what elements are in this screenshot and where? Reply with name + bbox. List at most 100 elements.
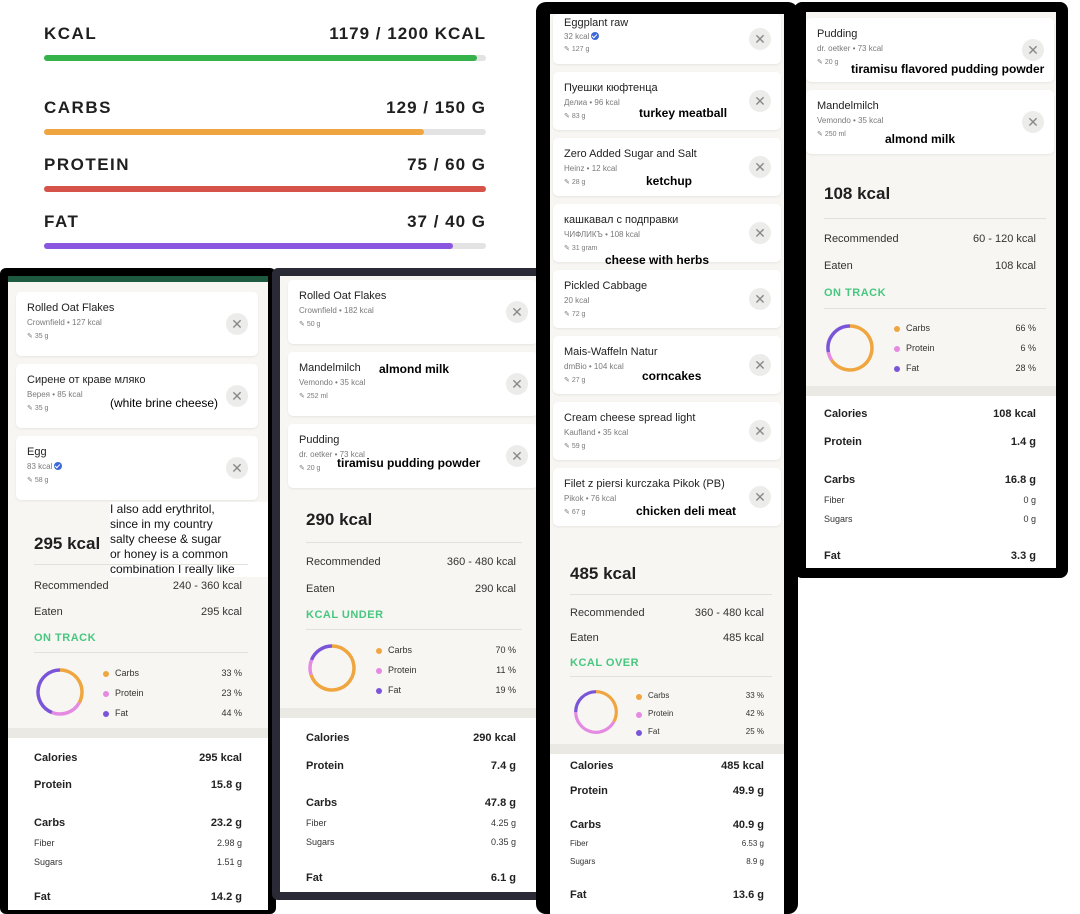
divider	[570, 676, 772, 677]
carbs-legend-dot	[103, 671, 109, 677]
section-separator	[8, 728, 268, 738]
food-brand-kcal: Vemondo • 35 kcal	[299, 378, 366, 387]
food-item[interactable]: Eggplant raw 32 kcal ✎ 127 g ✕	[553, 14, 781, 64]
eaten-label: Eaten	[34, 606, 63, 618]
food-name: Zero Added Sugar and Salt	[564, 148, 697, 160]
close-icon[interactable]: ✕	[506, 445, 528, 467]
legend-label: Carbs	[388, 645, 413, 655]
meal-total-kcal: 108 kcal	[824, 184, 891, 203]
eaten-value: 290 kcal	[475, 583, 516, 595]
food-item[interactable]: Egg 83 kcal ✎ 58 g ✕	[16, 436, 258, 500]
food-item[interactable]: Mandelmilch Vemondo • 35 kcal ✎ 250 ml ✕	[806, 90, 1054, 154]
food-brand-kcal: Kaufland • 35 kcal	[564, 428, 629, 437]
sugars-value: 0.35 g	[490, 837, 516, 847]
close-icon[interactable]: ✕	[749, 28, 771, 50]
progress-fill	[44, 55, 478, 61]
legend-label: Fat	[115, 708, 129, 718]
protein-value: 7.4 g	[490, 760, 516, 772]
protein-value: 15.8 g	[210, 779, 242, 791]
pencil-icon: ✎	[299, 321, 305, 328]
close-icon[interactable]: ✕	[749, 486, 771, 508]
carbs-value: 40.9 g	[732, 819, 764, 831]
nutrition-facts: Calories 108 kcal Protein 1.4 g Carbs 16…	[806, 396, 1056, 568]
calories-label: Calories	[824, 408, 868, 420]
calories-label: Calories	[34, 752, 78, 764]
fat-value: 13.6 g	[732, 889, 764, 901]
food-name: Egg	[27, 446, 47, 458]
fiber-label: Fiber	[306, 818, 327, 828]
food-item[interactable]: Pickled Cabbage 20 kcal ✎ 72 g ✕	[553, 270, 781, 328]
food-item[interactable]: Pudding dr. oetker • 73 kcal ✎ 20 g ✕	[288, 424, 538, 488]
food-item[interactable]: Пуешки кюфтенца Делиа • 96 kcal ✎ 83 g ✕	[553, 72, 781, 130]
fiber-label: Fiber	[34, 838, 55, 848]
summary-row-protein: PROTEIN 75 / 60 G	[44, 155, 486, 195]
calories-label: Calories	[570, 760, 614, 772]
food-item[interactable]: Zero Added Sugar and Salt Heinz • 12 kca…	[553, 138, 781, 196]
close-icon[interactable]: ✕	[749, 222, 771, 244]
food-brand-kcal: Делиа • 96 kcal	[564, 98, 620, 107]
donut-fat-segment	[309, 644, 333, 661]
progress-track	[44, 129, 486, 135]
annotation-note: (white brine cheese)	[110, 396, 219, 410]
food-name: Filet z piersi kurczaka Pikok (PB)	[564, 478, 725, 490]
food-item[interactable]: Сирене от краве мляко Верея • 85 kcal ✎ …	[16, 364, 258, 428]
close-icon[interactable]: ✕	[749, 288, 771, 310]
summary-value: 37 / 40 G	[407, 212, 486, 231]
close-icon[interactable]: ✕	[226, 313, 248, 335]
legend-percent: 33 %	[745, 691, 764, 700]
recommended-value: 240 - 360 kcal	[172, 580, 242, 592]
fiber-value: 0 g	[1023, 495, 1036, 505]
food-name: Rolled Oat Flakes	[299, 290, 387, 302]
close-icon[interactable]: ✕	[506, 373, 528, 395]
macro-donut-chart	[36, 668, 84, 716]
close-icon[interactable]: ✕	[1022, 111, 1044, 133]
food-name: Eggplant raw	[564, 17, 629, 29]
macro-donut-chart	[308, 644, 356, 692]
carbs-legend-dot	[376, 648, 382, 654]
close-icon[interactable]: ✕	[749, 90, 771, 112]
food-name: Mandelmilch	[817, 100, 879, 112]
divider	[824, 308, 1046, 309]
close-icon[interactable]: ✕	[506, 301, 528, 323]
food-name: Mandelmilch	[299, 362, 361, 374]
close-icon[interactable]: ✕	[749, 420, 771, 442]
food-item[interactable]: Rolled Oat Flakes Crownfield • 182 kcal …	[288, 280, 538, 344]
close-icon[interactable]: ✕	[226, 385, 248, 407]
food-item[interactable]: кашкавал с подправки ЧИФЛИКЪ • 108 kcal …	[553, 204, 781, 262]
food-portion: ✎ 250 ml	[817, 131, 846, 138]
fat-legend-dot	[103, 711, 109, 717]
macro-donut-chart	[826, 324, 874, 372]
food-name: Rolled Oat Flakes	[27, 302, 115, 314]
divider	[34, 652, 248, 653]
fiber-value: 6.53 g	[741, 839, 764, 848]
eaten-label: Eaten	[824, 260, 853, 272]
nutrition-facts: Calories 485 kcal Protein 49.9 g Carbs 4…	[550, 754, 784, 914]
food-item[interactable]: Cream cheese spread light Kaufland • 35 …	[553, 402, 781, 460]
donut-fat-segment	[36, 668, 61, 715]
food-brand-kcal: 20 kcal	[564, 296, 590, 305]
carbs-value: 16.8 g	[1004, 474, 1036, 486]
eaten-value: 108 kcal	[995, 260, 1036, 272]
summary-row-kcal: KCAL 1179 / 1200 KCAL	[44, 24, 486, 64]
protein-label: Protein	[824, 436, 862, 448]
food-brand-kcal: dr. oetker • 73 kcal	[817, 44, 883, 53]
food-item[interactable]: Pudding dr. oetker • 73 kcal ✎ 20 g ✕	[806, 18, 1054, 82]
close-icon[interactable]: ✕	[749, 354, 771, 376]
food-portion: ✎ 28 g	[564, 179, 586, 186]
annotation-note: almond milk	[885, 132, 956, 146]
food-item[interactable]: Filet z piersi kurczaka Pikok (PB) Pikok…	[553, 468, 781, 526]
donut-fat-segment	[574, 690, 597, 713]
close-icon[interactable]: ✕	[226, 457, 248, 479]
donut-protein-segment	[574, 711, 616, 734]
food-name: Mais-Waffeln Natur	[564, 346, 658, 358]
food-item[interactable]: Mais-Waffeln Natur dmBio • 104 kcal ✎ 27…	[553, 336, 781, 394]
close-icon[interactable]: ✕	[749, 156, 771, 178]
close-icon[interactable]: ✕	[1022, 39, 1044, 61]
legend-label: Fat	[388, 685, 402, 695]
pencil-icon: ✎	[564, 443, 570, 450]
pencil-icon: ✎	[564, 179, 570, 186]
food-item[interactable]: Rolled Oat Flakes Crownfield • 127 kcal …	[16, 292, 258, 356]
food-brand-kcal: Pikok • 76 kcal	[564, 494, 617, 503]
meal-panel-2: Rolled Oat Flakes Crownfield • 182 kcal …	[272, 268, 550, 900]
food-item[interactable]: Mandelmilch Vemondo • 35 kcal ✎ 252 ml ✕	[288, 352, 538, 416]
